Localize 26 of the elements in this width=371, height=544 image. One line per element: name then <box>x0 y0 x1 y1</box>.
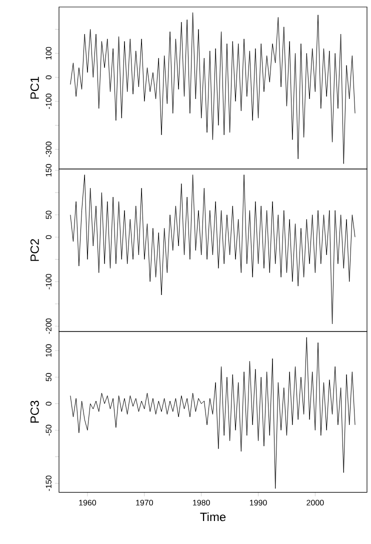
y-tick-label: 0 <box>46 402 52 406</box>
x-tick-label: 1990 <box>250 500 267 506</box>
x-axis-title: Time <box>200 512 226 522</box>
x-tick-label: 1970 <box>136 500 153 506</box>
y-tick-label: 50 <box>46 210 52 219</box>
line-series <box>70 174 356 324</box>
y-axis-title: PC2 <box>30 239 39 261</box>
y-tick-label: 100 <box>46 344 52 357</box>
y-axis-title: PC1 <box>30 76 39 99</box>
y-tick-label: 50 <box>46 373 52 382</box>
line-series <box>70 12 356 164</box>
x-tick-label: 1960 <box>79 500 96 506</box>
y-tick-label: -300 <box>46 142 52 157</box>
x-tick-label: 1980 <box>193 500 210 506</box>
y-tick-label: -150 <box>46 476 52 491</box>
y-tick-label: 150 <box>46 164 52 176</box>
y-tick-label: 0 <box>46 235 52 240</box>
y-tick-label: -200 <box>46 318 52 334</box>
y-axis-title: PC3 <box>30 400 39 423</box>
y-tick-label: -50 <box>46 424 52 436</box>
y-tick-label: -100 <box>46 94 52 109</box>
y-tick-label: -100 <box>46 274 52 290</box>
line-series <box>70 337 356 489</box>
y-tick-label: 100 <box>46 46 52 60</box>
x-tick-label: 2000 <box>306 500 324 506</box>
y-tick-label: 0 <box>46 75 52 80</box>
